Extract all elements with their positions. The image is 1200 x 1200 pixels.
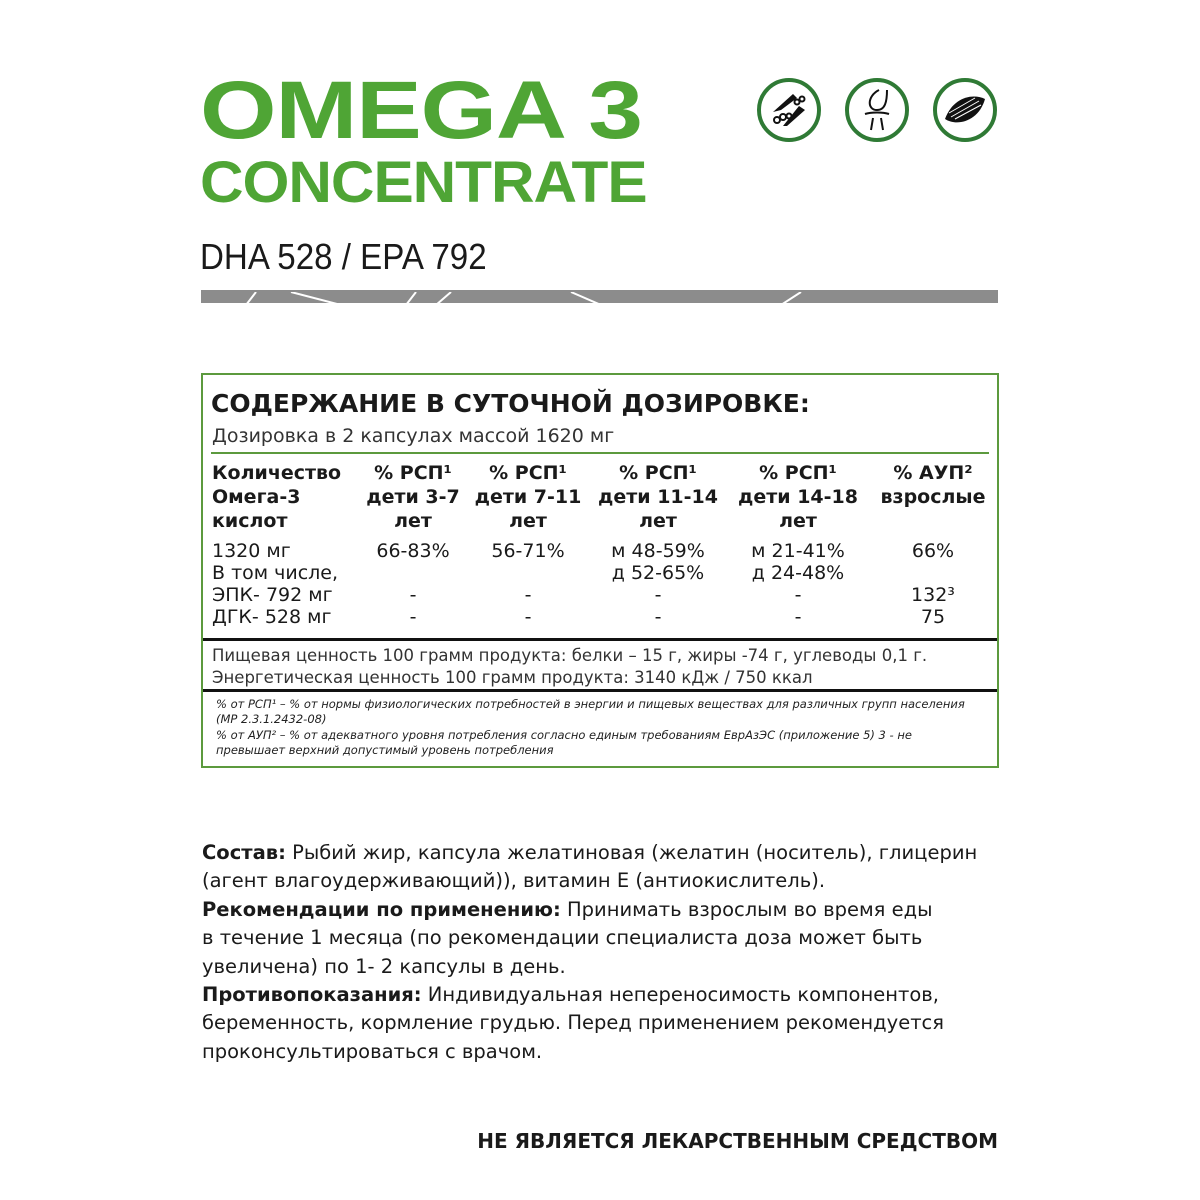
table-cell: - bbox=[409, 606, 417, 628]
table-cell: 56-71% bbox=[491, 540, 565, 562]
table-cell: В том числе, bbox=[212, 562, 339, 584]
table-cell: м 21-41% bbox=[751, 540, 845, 562]
header-amount: Количество Омега-3 кислот bbox=[212, 462, 342, 532]
header-children-3-7: % РСП¹ дети 3-7 лет bbox=[366, 462, 460, 532]
table-cell: - bbox=[794, 584, 802, 606]
table-cell: - bbox=[794, 606, 802, 628]
table-heading: СОДЕРЖАНИЕ В СУТОЧНОЙ ДОЗИРОВКЕ: bbox=[211, 389, 810, 418]
table-cell: - bbox=[524, 584, 532, 606]
divider bbox=[203, 689, 997, 692]
header-adults: % АУП² взрослые bbox=[880, 462, 986, 508]
footnote-rsp: % от РСП¹ – % от нормы физиологических п… bbox=[216, 697, 965, 726]
muscle-icon bbox=[933, 78, 997, 142]
header-children-7-11: % РСП¹ дети 7-11 лет bbox=[474, 462, 582, 532]
table-cell: м 48-59% bbox=[611, 540, 705, 562]
header-children-14-18: % РСП¹ дети 14-18 лет bbox=[738, 462, 858, 532]
table-cell: 132³ bbox=[911, 584, 955, 606]
product-subtitle: CONCENTRATE bbox=[200, 150, 648, 215]
dha-epa-label: DHA 528 / EPA 792 bbox=[200, 236, 487, 277]
table-cell: 66% bbox=[911, 540, 955, 562]
table-cell: ДГК- 528 мг bbox=[212, 606, 332, 628]
nutrition-table: СОДЕРЖАНИЕ В СУТОЧНОЙ ДОЗИРОВКЕ: Дозиров… bbox=[201, 373, 999, 768]
header-children-11-14: % РСП¹ дети 11-14 лет bbox=[598, 462, 718, 532]
composition: Состав: Рыбий жир, капсула желатиновая (… bbox=[202, 841, 978, 893]
table-cell: - bbox=[409, 584, 417, 606]
blood-vessel-icon bbox=[757, 78, 821, 142]
decorative-stripe bbox=[201, 290, 998, 303]
usage-recommendations: Рекомендации по применению: Принимать вз… bbox=[202, 898, 933, 978]
table-cell: 66-83% bbox=[376, 540, 450, 562]
table-cell: - bbox=[524, 606, 532, 628]
footnote-aup: % от АУП² – % от адекватного уровня потр… bbox=[216, 728, 912, 757]
table-cell: 75 bbox=[920, 606, 946, 628]
joint-icon bbox=[845, 78, 909, 142]
product-title: OMEGA 3 bbox=[200, 65, 643, 156]
dosage-text: Дозировка в 2 капсулах массой 1620 мг bbox=[212, 425, 615, 447]
table-cell: - bbox=[654, 584, 662, 606]
contraindications: Противопоказания: Индивидуальная неперен… bbox=[202, 983, 944, 1063]
divider bbox=[211, 452, 989, 454]
nutrition-value: Пищевая ценность 100 грамм продукта: бел… bbox=[212, 646, 928, 665]
divider bbox=[203, 638, 997, 641]
table-cell: д 52-65% bbox=[611, 562, 705, 584]
table-cell: д 24-48% bbox=[751, 562, 845, 584]
table-cell: - bbox=[654, 606, 662, 628]
table-cell: 1320 мг bbox=[212, 540, 291, 562]
table-cell: ЭПК- 792 мг bbox=[212, 584, 333, 606]
disclaimer: НЕ ЯВЛЯЕТСЯ ЛЕКАРСТВЕННЫМ СРЕДСТВОМ bbox=[477, 1129, 998, 1153]
energy-value: Энергетическая ценность 100 грамм продук… bbox=[212, 668, 813, 687]
